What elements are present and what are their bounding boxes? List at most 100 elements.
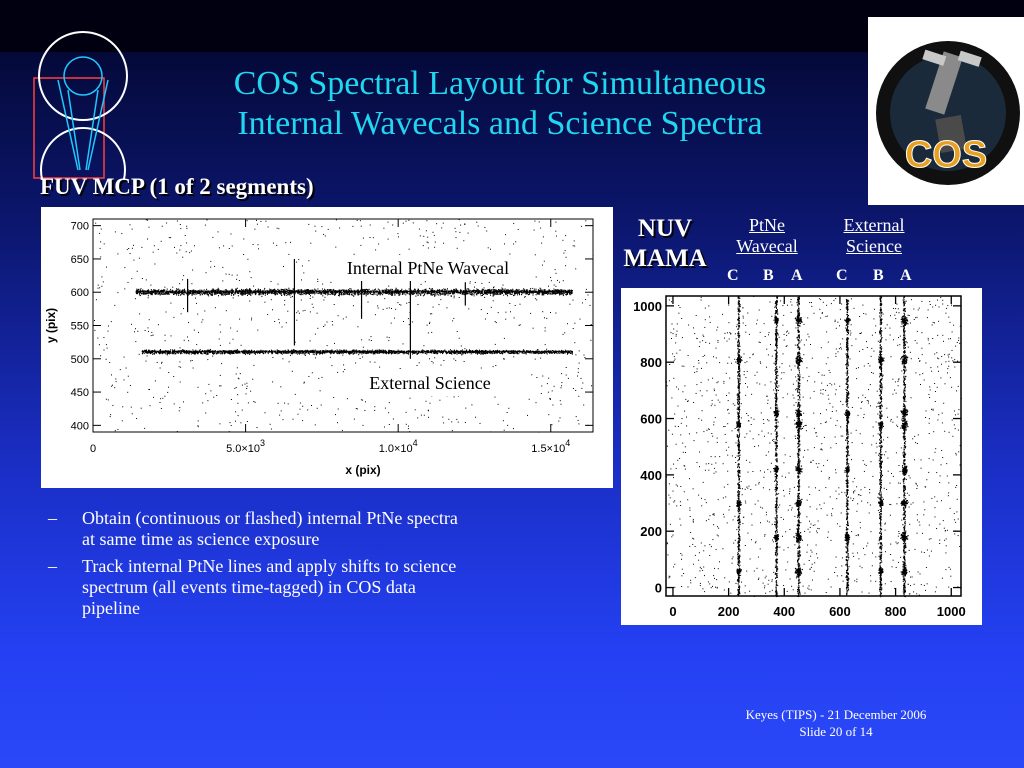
fuv-stripe-point [542, 291, 544, 293]
fuv-stripe-point [183, 292, 185, 294]
fuv-noise-point [392, 224, 394, 226]
fuv-noise-point [503, 337, 505, 339]
fuv-stripe-point [449, 292, 451, 294]
fuv-noise-point [454, 227, 456, 229]
fuv-stripe-point [226, 293, 228, 295]
fuv-noise-point [298, 312, 300, 314]
fuv-noise-point [197, 425, 199, 427]
fuv-stripe-point [453, 288, 455, 291]
fuv-noise-point [319, 390, 321, 392]
fuv-stripe-point [269, 292, 271, 294]
fuv-stripe-point [307, 289, 309, 291]
fuv-stripe-point [341, 289, 343, 291]
fuv-noise-point [241, 384, 243, 386]
fuv-noise-point [285, 322, 287, 324]
fuv-noise-point [443, 242, 445, 244]
fuv-noise-point [276, 244, 278, 246]
fuv-noise-point [114, 387, 116, 389]
fuv-stripe-point [258, 291, 260, 293]
fuv-stripe-point [475, 350, 476, 352]
fuv-stripe-point [192, 292, 194, 295]
fuv-stripe-point [391, 294, 393, 296]
fuv-noise-point [133, 244, 134, 246]
fuv-noise-point [473, 294, 475, 296]
fuv-stripe-point [241, 294, 243, 296]
fuv-stripe-point [272, 291, 274, 293]
fuv-stripe-point [537, 289, 539, 291]
fuv-stripe-point [237, 292, 239, 294]
fuv-noise-point [234, 387, 236, 389]
fuv-stripe-point [430, 294, 432, 296]
fuv-stripe-point [357, 293, 359, 295]
fuv-stripe-point [222, 292, 224, 294]
fuv-noise-point [532, 287, 534, 289]
fuv-stripe-point [188, 350, 190, 352]
fuv-noise-point [191, 283, 193, 285]
fuv-stripe-point [243, 292, 245, 294]
fuv-noise-point [147, 297, 149, 299]
fuv-stripe-point [237, 295, 239, 297]
fuv-noise-point [411, 321, 413, 323]
fuv-noise-point [247, 402, 249, 404]
fuv-noise-point [352, 305, 354, 307]
fuv-noise-point [309, 298, 311, 299]
fuv-noise-point [495, 365, 497, 366]
fuv-stripe-point [179, 350, 181, 352]
fuv-stripe-point [321, 293, 323, 295]
fuv-stripe-point [459, 292, 461, 295]
fuv-noise-point [280, 410, 282, 412]
fuv-noise-point [324, 296, 326, 298]
fuv-noise-point [580, 377, 582, 379]
fuv-noise-point [362, 399, 364, 401]
fuv-stripe-point [342, 293, 344, 295]
fuv-noise-point [422, 245, 424, 247]
fuv-stripe-point [176, 293, 178, 295]
fuv-stripe-point [455, 352, 457, 354]
fuv-stripe-point [430, 293, 431, 295]
fuv-stripe-point [435, 290, 436, 292]
fuv-noise-point [249, 271, 251, 273]
fuv-stripe-point [431, 351, 433, 354]
fuv-noise-point [374, 409, 376, 411]
fuv-stripe-point [342, 289, 344, 292]
fuv-noise-point [182, 279, 184, 281]
fuv-stripe-point [219, 292, 221, 294]
fuv-stripe-point [233, 294, 235, 296]
fuv-noise-point [419, 235, 421, 237]
fuv-stripe-point [343, 293, 345, 295]
fuv-stripe-point [335, 292, 337, 294]
fuv-stripe-point [558, 291, 559, 293]
fuv-stripe-point [562, 294, 564, 296]
fuv-stripe-point [264, 292, 266, 294]
fuv-stripe-point [317, 290, 319, 292]
fuv-stripe-point [440, 351, 442, 353]
fuv-stripe-point [153, 289, 155, 291]
fuv-stripe-point [181, 352, 182, 354]
fuv-noise-point [360, 244, 362, 246]
fuv-noise-point [315, 357, 316, 359]
fuv-noise-point [105, 358, 107, 360]
fuv-stripe-point [273, 289, 275, 291]
fuv-stripe-point [239, 352, 241, 354]
fuv-stripe-point [200, 292, 202, 294]
fuv-stripe-point [446, 292, 448, 294]
fuv-stripe-point [298, 289, 300, 291]
fuv-noise-point [471, 404, 473, 406]
fuv-stripe-point [167, 293, 169, 295]
fuv-noise-point [561, 385, 563, 387]
fuv-noise-point [436, 223, 438, 225]
fuv-stripe-point [474, 351, 476, 353]
fuv-stripe-point [497, 291, 499, 293]
fuv-stripe-point [459, 352, 461, 354]
fuv-noise-point [492, 366, 494, 368]
fuv-stripe-point [466, 349, 468, 351]
fuv-noise-point [517, 229, 519, 230]
fuv-noise-point [337, 422, 338, 424]
fuv-stripe-point [524, 352, 526, 354]
fuv-stripe-point [361, 288, 363, 290]
fuv-noise-point [302, 405, 304, 407]
fuv-stripe-point [204, 292, 206, 294]
fuv-stripe-point [368, 293, 370, 295]
fuv-stripe-point [362, 290, 364, 292]
fuv-noise-point [506, 412, 508, 413]
